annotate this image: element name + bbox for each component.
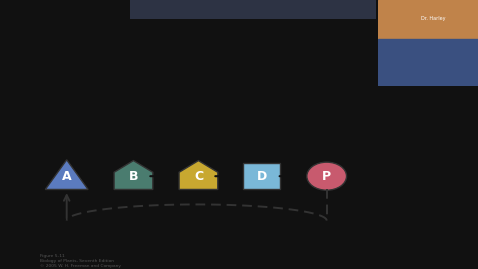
FancyBboxPatch shape [243, 163, 281, 189]
Polygon shape [179, 161, 218, 189]
Text: D: D [257, 170, 267, 183]
Text: Feedback inhibition: Feedback inhibition [120, 239, 273, 253]
Bar [378, 39, 478, 86]
Text: P: P [322, 170, 331, 183]
Text: E₂: E₂ [160, 134, 172, 144]
Text: E₃: E₃ [224, 134, 236, 144]
Text: Figure 5-11
Biology of Plants, Seventh Edition
© 2005 W. H. Freeman and Company: Figure 5-11 Biology of Plants, Seventh E… [40, 254, 121, 268]
Text: rate-limiting step → usually the first step of the pathway: rate-limiting step → usually the first s… [47, 35, 329, 45]
Text: A: A [62, 170, 72, 183]
Text: produced and the pathway can stop: produced and the pathway can stop [47, 116, 227, 126]
Text: B: B [129, 170, 138, 183]
Polygon shape [45, 160, 88, 189]
Text: C: C [194, 170, 203, 183]
Text: Dr. Harley: Dr. Harley [421, 16, 445, 22]
Text: E₄: E₄ [288, 134, 300, 144]
Ellipse shape [307, 162, 347, 190]
Bar [378, 0, 478, 39]
Polygon shape [114, 161, 153, 189]
Text: Metaboli: Metaboli [47, 9, 105, 22]
Text: product; signals that sufficient final product has been: product; signals that sufficient final p… [47, 98, 315, 108]
Text: end product (feedback) inhibition: end product (feedback) inhibition [47, 62, 238, 72]
FancyBboxPatch shape [130, 0, 376, 19]
Text: inhibition of the first enzyme in the pathway by the final: inhibition of the first enzyme in the pa… [47, 81, 329, 91]
Text: E₁: E₁ [94, 134, 106, 144]
